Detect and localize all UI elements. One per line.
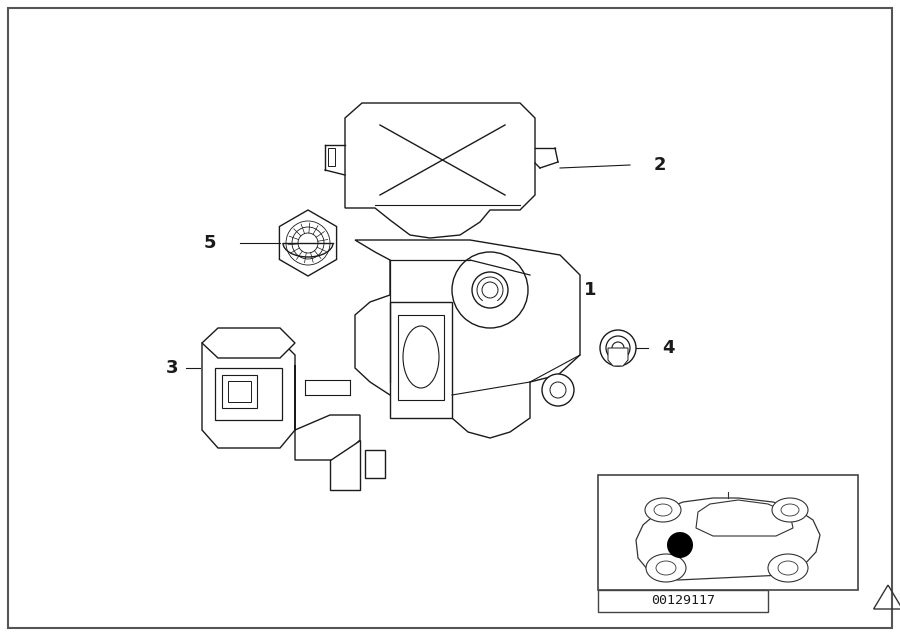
Polygon shape (365, 450, 385, 478)
Polygon shape (202, 340, 295, 448)
Polygon shape (228, 381, 251, 402)
Text: 00129117: 00129117 (651, 595, 715, 607)
Ellipse shape (403, 326, 439, 388)
Text: 5: 5 (203, 234, 216, 252)
Circle shape (612, 342, 624, 354)
Circle shape (472, 272, 508, 308)
Polygon shape (390, 302, 452, 418)
Polygon shape (215, 368, 282, 420)
Circle shape (452, 252, 528, 328)
Bar (598, 590, 768, 612)
Polygon shape (202, 328, 295, 358)
Polygon shape (608, 348, 628, 366)
Polygon shape (279, 210, 337, 276)
Ellipse shape (645, 498, 681, 522)
Circle shape (482, 282, 498, 298)
Ellipse shape (768, 554, 808, 582)
Ellipse shape (772, 498, 808, 522)
Text: 3: 3 (166, 359, 178, 377)
Circle shape (550, 382, 566, 398)
Circle shape (667, 532, 693, 558)
Polygon shape (330, 440, 360, 490)
Polygon shape (345, 103, 535, 238)
Polygon shape (398, 315, 444, 400)
Circle shape (542, 374, 574, 406)
Text: 2: 2 (653, 156, 666, 174)
Ellipse shape (646, 554, 686, 582)
Bar (598, 475, 858, 590)
Polygon shape (222, 375, 257, 408)
Circle shape (600, 330, 636, 366)
Polygon shape (355, 240, 580, 438)
Circle shape (606, 336, 630, 360)
Polygon shape (295, 365, 360, 460)
Text: 4: 4 (662, 339, 674, 357)
Text: 1: 1 (584, 281, 596, 299)
Polygon shape (328, 148, 335, 166)
